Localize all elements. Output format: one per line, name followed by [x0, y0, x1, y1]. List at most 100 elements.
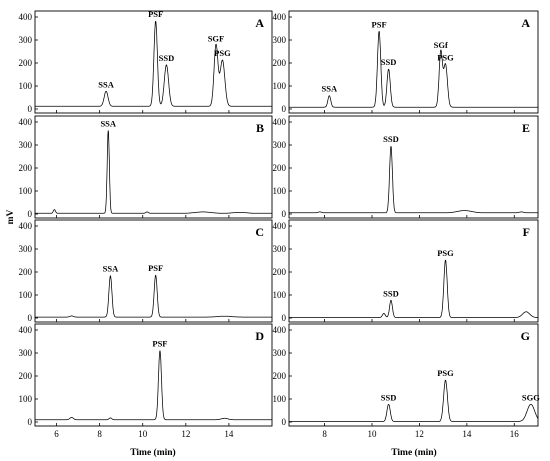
panel-frame — [288, 323, 539, 427]
y-tick-label: 400 — [19, 221, 33, 231]
y-tick-label: 300 — [273, 140, 287, 150]
y-tick-label: 200 — [19, 58, 33, 68]
peak-label: PSF — [152, 339, 167, 349]
chromatogram-trace — [34, 350, 273, 421]
panel-letter: D — [255, 329, 264, 343]
x-tick-label: 12 — [181, 429, 190, 439]
chromatogram-trace — [34, 20, 273, 107]
y-tick-label: 0 — [282, 209, 287, 219]
panel-left-C: 0 100 200 300 400 SSA PSF C — [19, 219, 273, 323]
y-tick-label: 100 — [19, 394, 33, 404]
peak-label: PSF — [148, 263, 163, 273]
y-tick-label: 200 — [273, 267, 287, 277]
peak-label: SSA — [98, 79, 114, 89]
y-tick-label: 100 — [19, 186, 33, 196]
panel-right-G: 0 100 200 300 400 8 10 12 14 16 SSD PSG SGG G — [273, 323, 540, 439]
peak-label: PSG — [437, 53, 454, 63]
x-tick-label: 12 — [415, 429, 424, 439]
y-tick-label: 100 — [19, 290, 33, 300]
chromatogram-trace — [288, 259, 539, 318]
peak-label: SSA — [322, 84, 338, 94]
x-tick-label: 8 — [97, 429, 102, 439]
peak-label: SSD — [383, 288, 399, 298]
y-tick-label: 200 — [273, 371, 287, 381]
peak-label: SGf — [434, 40, 448, 50]
y-tick-label: 400 — [19, 117, 33, 127]
x-tick-label: 10 — [368, 429, 378, 439]
y-tick-label: 300 — [273, 244, 287, 254]
y-axis-label: mV — [6, 209, 16, 224]
y-tick-label: 200 — [273, 163, 287, 173]
panel-letter: A — [255, 16, 264, 30]
panel-right-F: 0 100 200 300 400 SSD PSG F — [273, 219, 539, 323]
x-tick-label: 16 — [510, 429, 520, 439]
y-tick-label: 300 — [19, 348, 33, 358]
chromatogram-trace — [288, 30, 539, 108]
panel-left-B: 0 100 200 300 400 SSA B — [19, 115, 273, 219]
peak-label: PSF — [148, 9, 163, 19]
panel-frame — [288, 10, 539, 114]
panel-frame — [288, 219, 539, 323]
y-tick-label: 300 — [19, 35, 33, 45]
peak-label: SSA — [103, 264, 119, 274]
y-tick-label: 400 — [273, 12, 287, 22]
peak-label: SSD — [381, 57, 397, 67]
panel-frame — [288, 115, 539, 219]
x-tick-label: 10 — [138, 429, 148, 439]
peak-label: SSA — [100, 119, 116, 129]
panel-letter: G — [521, 329, 530, 343]
y-tick-label: 400 — [273, 221, 287, 231]
panel-frame — [34, 219, 273, 323]
y-tick-label: 200 — [19, 267, 33, 277]
panel-letter: B — [256, 121, 264, 135]
panel-left-D: 0 100 200 300 400 6 8 10 12 14 PSF D — [19, 323, 273, 439]
peak-label: SSD — [383, 134, 399, 144]
panel-letter: F — [523, 225, 530, 239]
chromatogram-trace — [34, 274, 273, 318]
y-tick-label: 0 — [28, 313, 33, 323]
panel-frame — [34, 10, 273, 114]
y-tick-label: 0 — [28, 209, 33, 219]
panel-letter: E — [522, 121, 530, 135]
chromatogram-trace — [288, 146, 539, 214]
panel-right-A: 0 100 200 300 400 SSA PSF SSD SGf PSG A — [273, 10, 539, 114]
y-tick-label: 100 — [273, 290, 287, 300]
x-tick-label: 8 — [322, 429, 327, 439]
peak-label: PSF — [372, 19, 387, 29]
x-tick-label: 14 — [224, 429, 234, 439]
y-tick-label: 300 — [19, 244, 33, 254]
y-tick-label: 400 — [19, 325, 33, 335]
panel-frame — [34, 323, 273, 427]
y-tick-label: 300 — [273, 348, 287, 358]
y-tick-label: 100 — [273, 394, 287, 404]
chromatogram-trace — [288, 379, 539, 422]
y-tick-label: 200 — [19, 163, 33, 173]
y-tick-label: 200 — [19, 371, 33, 381]
y-tick-label: 100 — [273, 186, 287, 196]
peak-label: SGG — [522, 392, 540, 402]
y-tick-label: 200 — [273, 58, 287, 68]
y-tick-label: 100 — [273, 81, 287, 91]
y-tick-label: 0 — [28, 417, 33, 427]
peak-label: PSG — [214, 48, 231, 58]
y-tick-label: 400 — [273, 117, 287, 127]
peak-label: PSG — [437, 368, 454, 378]
peak-label: SGF — [208, 33, 225, 43]
panel-right-E: 0 100 200 300 400 SSD E — [273, 115, 539, 219]
x-axis-label-right: Time (min) — [391, 447, 436, 458]
y-tick-label: 300 — [19, 140, 33, 150]
y-tick-label: 400 — [19, 12, 33, 22]
y-tick-label: 0 — [282, 417, 287, 427]
y-tick-label: 0 — [282, 104, 287, 114]
panel-frame — [34, 115, 273, 219]
panel-left-A: 0 100 200 300 400 SSA PSF SSD SGF PSG A — [19, 9, 273, 114]
y-tick-label: 0 — [28, 104, 33, 114]
y-tick-label: 100 — [19, 81, 33, 91]
panel-letter: A — [521, 16, 530, 30]
peak-label: SSD — [381, 392, 397, 402]
panel-letter: C — [255, 225, 264, 239]
peak-label: SSD — [159, 53, 175, 63]
peak-label: PSG — [437, 248, 454, 258]
y-tick-label: 300 — [273, 35, 287, 45]
